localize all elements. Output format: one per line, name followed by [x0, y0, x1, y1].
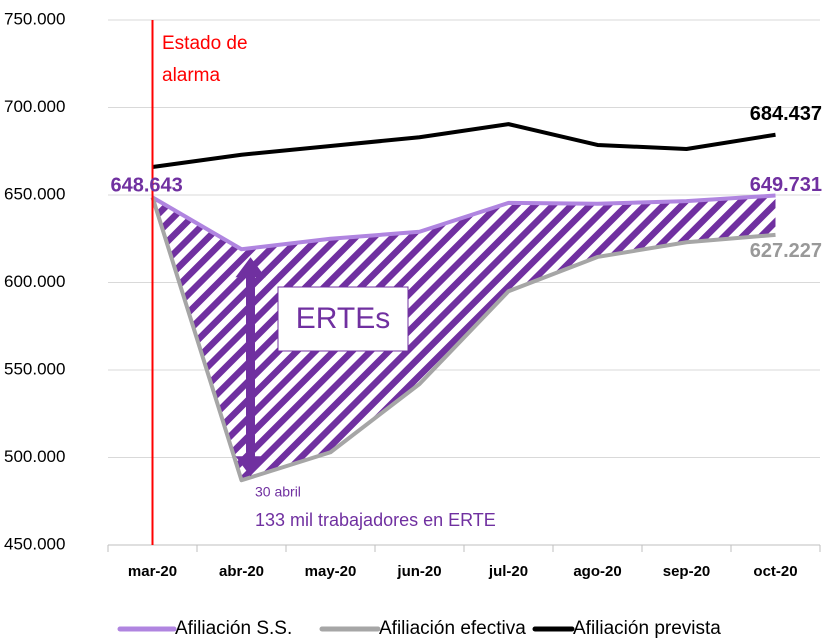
x-tick-label: ago-20: [573, 563, 621, 580]
legend-label: Afiliación S.S.: [175, 618, 292, 639]
series-line: [150, 196, 776, 483]
y-tick-label: 650.000: [4, 184, 65, 203]
value-label: 627.227: [750, 240, 822, 262]
annotation: 30 abril: [255, 484, 301, 500]
x-tick-label: may-20: [305, 563, 357, 580]
value-label: 684.437: [750, 103, 822, 125]
x-tick-label: jul-20: [488, 563, 528, 580]
annotation: ERTEs: [296, 302, 390, 335]
erte-box: [277, 286, 409, 352]
x-tick-label: mar-20: [128, 563, 177, 580]
y-tick-label: 500.000: [4, 447, 65, 466]
series-line: [152, 122, 776, 169]
arrow-head: [235, 257, 266, 278]
value-label: 648.643: [111, 175, 183, 197]
annotation: 133 mil trabajadores en ERTE: [255, 510, 496, 530]
arrow-head: [235, 456, 266, 477]
annotation: alarma: [162, 65, 221, 86]
x-tick-label: oct-20: [753, 563, 797, 580]
legend-label: Afiliación efectiva: [379, 618, 526, 639]
series-line: [151, 193, 776, 252]
y-tick-label: 600.000: [4, 272, 65, 291]
legend-label: Afiliación prevista: [573, 618, 721, 639]
y-tick-label: 750.000: [4, 9, 65, 28]
annotation: Estado de: [162, 33, 248, 54]
x-tick-label: abr-20: [219, 563, 264, 580]
x-tick-label: sep-20: [663, 563, 711, 580]
value-label: 649.731: [750, 174, 822, 196]
y-tick-label: 700.000: [4, 97, 65, 116]
x-tick-label: jun-20: [396, 563, 441, 580]
y-tick-label: 450.000: [4, 534, 65, 553]
erte-area: [152, 195, 776, 481]
y-tick-label: 550.000: [4, 359, 65, 378]
